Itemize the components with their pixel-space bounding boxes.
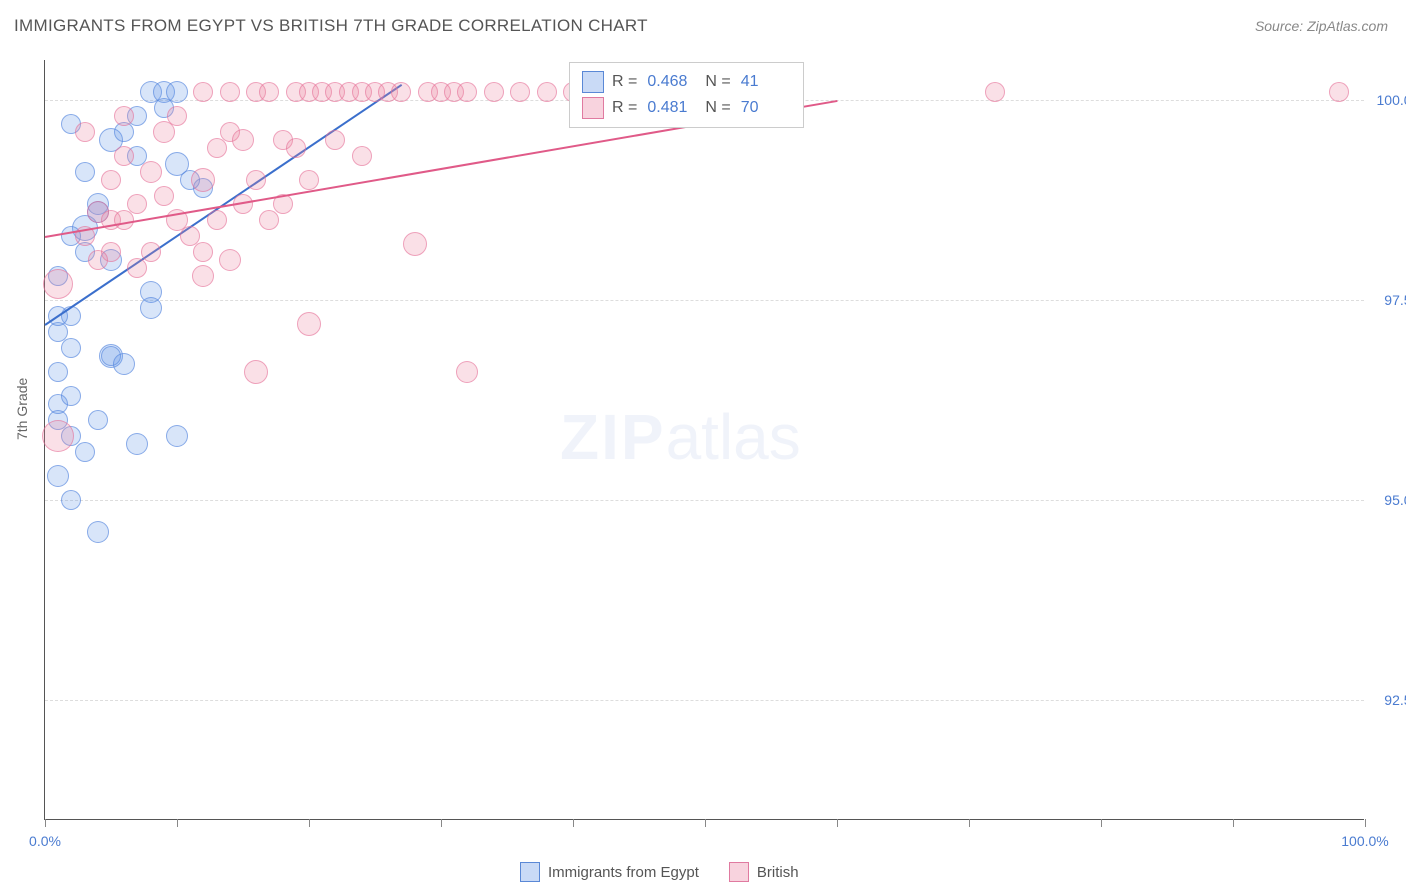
x-tick [441,819,442,827]
bottom-legend: Immigrants from Egypt British [520,862,799,882]
scatter-point-british [403,232,427,256]
scatter-point-british [985,82,1005,102]
scatter-point-british [232,129,254,151]
scatter-point-british [220,82,240,102]
legend-swatch [582,71,604,93]
scatter-point-british [456,361,478,383]
legend-row: R = 0.468 N = 41 [582,69,791,95]
x-tick [1101,819,1102,827]
scatter-point-british [457,82,477,102]
legend-swatch [582,97,604,119]
x-tick-label: 100.0% [1341,833,1388,849]
scatter-point-british [297,312,321,336]
scatter-point-egypt [61,386,81,406]
x-tick [837,819,838,827]
scatter-point-british [114,146,134,166]
legend-label: British [757,864,799,881]
y-tick-label: 92.5% [1384,692,1406,708]
legend-item: Immigrants from Egypt [520,862,699,882]
chart-title: IMMIGRANTS FROM EGYPT VS BRITISH 7TH GRA… [14,16,648,36]
n-label: N = [705,73,730,91]
legend-label: Immigrants from Egypt [548,864,699,881]
scatter-point-british [101,170,121,190]
scatter-point-egypt [126,433,148,455]
scatter-point-british [537,82,557,102]
scatter-point-egypt [140,297,162,319]
r-label: R = [612,99,637,117]
scatter-point-british [207,138,227,158]
y-tick-label: 97.5% [1384,292,1406,308]
scatter-point-egypt [75,162,95,182]
scatter-point-british [154,186,174,206]
x-tick [177,819,178,827]
x-tick [45,819,46,827]
scatter-point-british [127,194,147,214]
scatter-point-egypt [75,442,95,462]
x-tick [969,819,970,827]
gridline [45,500,1364,501]
scatter-point-british [88,250,108,270]
scatter-point-egypt [113,353,135,375]
r-value: 0.481 [647,99,697,117]
scatter-point-british [219,249,241,271]
scatter-point-british [325,130,345,150]
legend-swatch [520,862,540,882]
y-tick-label: 95.0% [1384,492,1406,508]
scatter-point-british [352,146,372,166]
source-attribution: Source: ZipAtlas.com [1255,18,1388,34]
scatter-point-british [193,242,213,262]
scatter-point-british [43,269,73,299]
legend-swatch [729,862,749,882]
y-tick-label: 100.0% [1377,92,1406,108]
scatter-point-british [167,106,187,126]
x-tick [1365,819,1366,827]
x-tick [309,819,310,827]
x-tick-label: 0.0% [29,833,61,849]
scatter-point-british [114,210,134,230]
n-label: N = [705,99,730,117]
scatter-point-egypt [166,425,188,447]
scatter-point-british [75,122,95,142]
scatter-point-british [391,82,411,102]
scatter-point-egypt [48,362,68,382]
x-tick [573,819,574,827]
scatter-point-british [42,420,74,452]
scatter-point-british [510,82,530,102]
scatter-point-british [141,242,161,262]
r-label: R = [612,73,637,91]
scatter-point-british [259,210,279,230]
gridline [45,300,1364,301]
n-value: 70 [741,99,791,117]
scatter-point-british [193,82,213,102]
x-tick [705,819,706,827]
scatter-point-british [484,82,504,102]
x-tick [1233,819,1234,827]
scatter-point-british [1329,82,1349,102]
scatter-point-egypt [61,338,81,358]
r-value: 0.468 [647,73,697,91]
scatter-point-british [114,106,134,126]
scatter-point-british [140,161,162,183]
scatter-plot-area: 92.5%95.0%97.5%100.0%0.0%100.0% [44,60,1364,820]
scatter-point-british [299,170,319,190]
scatter-point-british [244,360,268,384]
legend-item: British [729,862,799,882]
scatter-point-british [191,168,215,192]
scatter-point-british [246,170,266,190]
scatter-point-egypt [61,490,81,510]
scatter-point-british [286,138,306,158]
correlation-legend: R = 0.468 N = 41 R = 0.481 N = 70 [569,62,804,128]
n-value: 41 [741,73,791,91]
gridline [45,700,1364,701]
scatter-point-egypt [88,410,108,430]
scatter-point-british [259,82,279,102]
y-axis-label: 7th Grade [14,378,30,440]
scatter-point-british [127,258,147,278]
scatter-point-british [207,210,227,230]
legend-row: R = 0.481 N = 70 [582,95,791,121]
scatter-point-egypt [47,465,69,487]
scatter-point-egypt [87,521,109,543]
scatter-point-british [192,265,214,287]
